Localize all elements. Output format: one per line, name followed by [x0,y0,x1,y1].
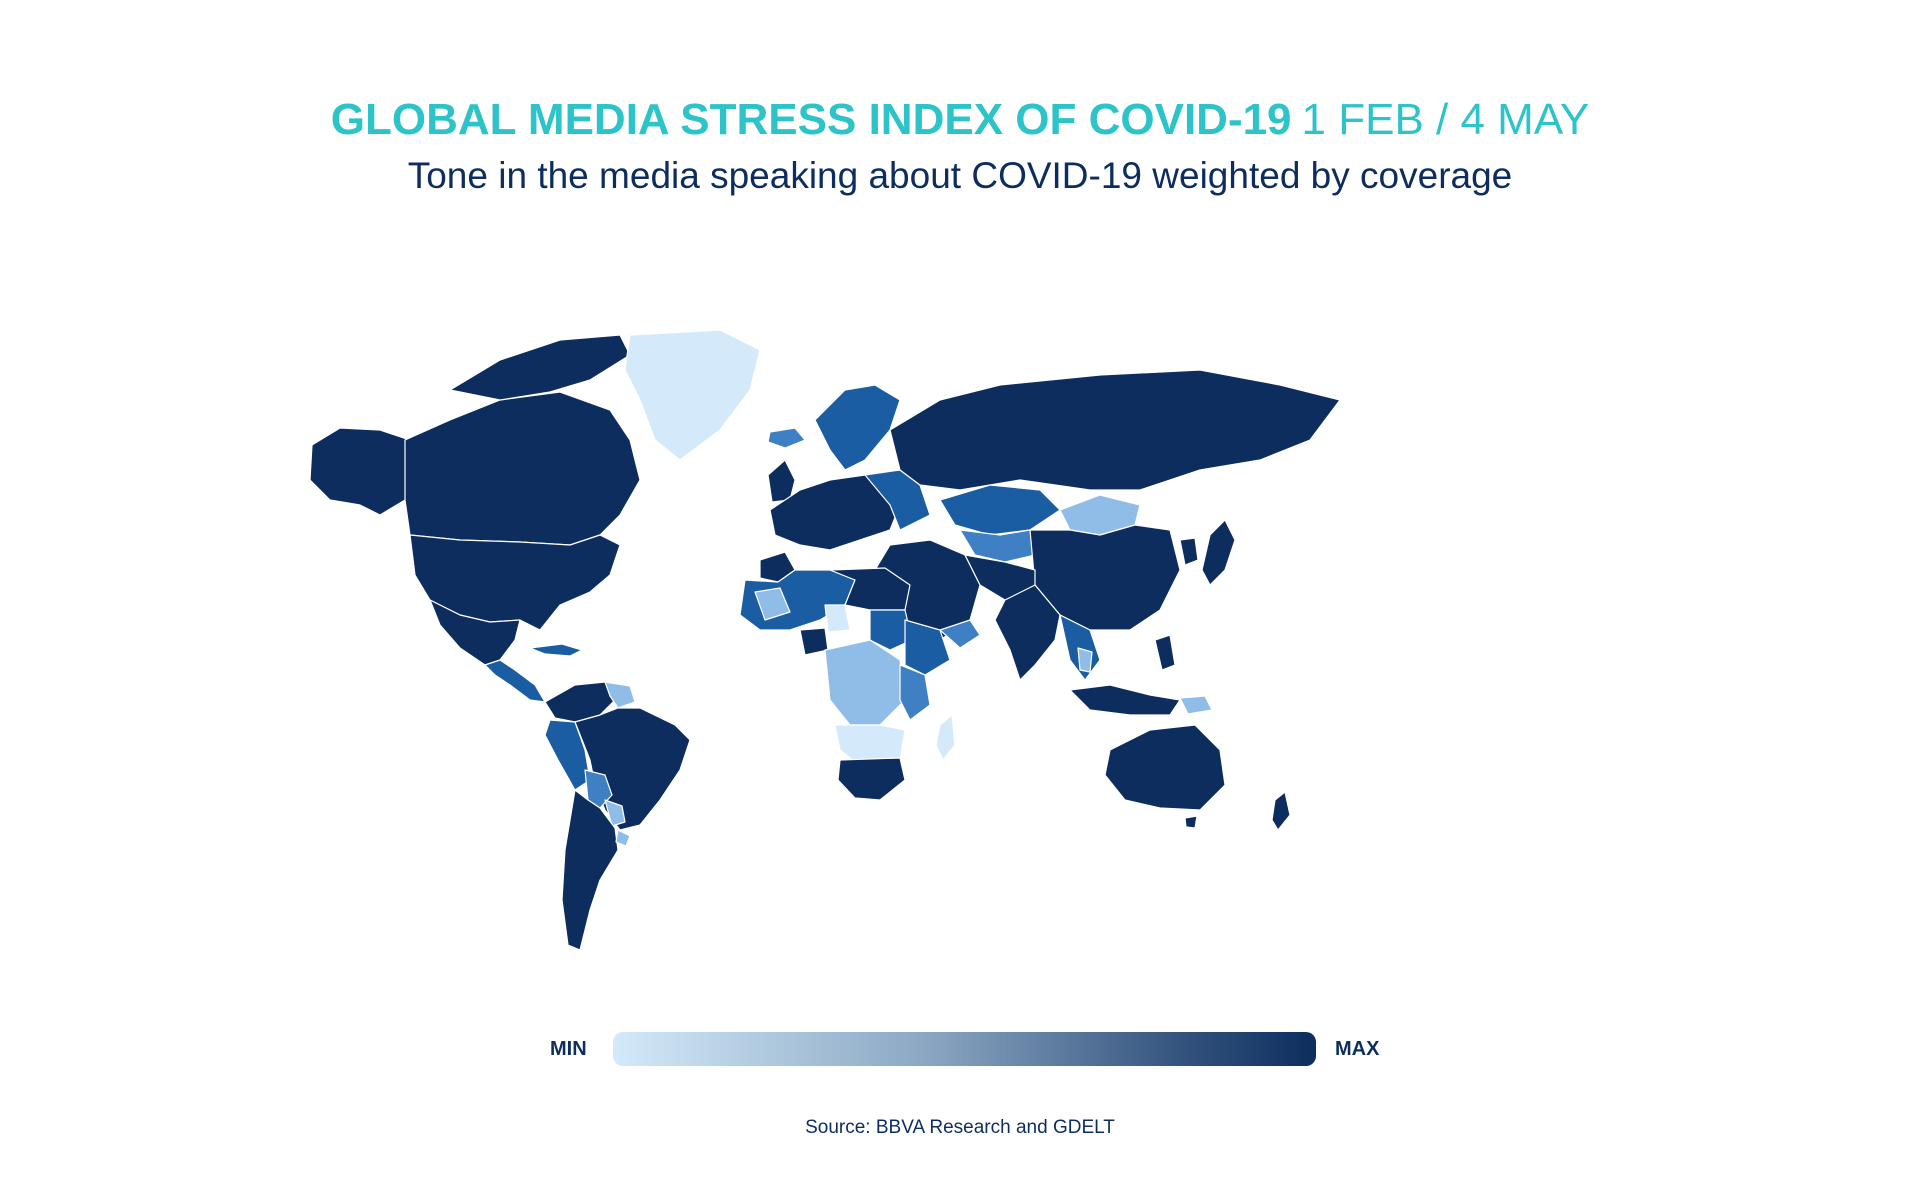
region-argentina-chile [561,789,619,951]
region-indonesia [1069,684,1181,716]
region-sudan [869,609,913,651]
region-madagascar [935,714,956,761]
region-thailand [1077,647,1093,673]
region-canadian-arctic-islands [449,334,631,401]
region-nigeria [799,627,829,656]
region-central-america [484,659,546,703]
map-subtitle: Tone in the media speaking about COVID-1… [407,155,1513,196]
source-note: Source: BBVA Research and GDELT [805,1117,1115,1138]
title-date-range: 1 FEB / 4 MAY [1301,95,1590,144]
region-new-zealand [1271,791,1291,831]
region-russia [889,369,1341,491]
region-east-africa [899,664,931,721]
region-paraguay [604,799,626,827]
region-arabian-coast [939,619,981,649]
legend-color-scale [613,1032,1316,1066]
region-papua [1179,695,1213,715]
region-caribbean [529,643,583,657]
legend-min-label: MIN [550,1038,587,1060]
region-india [994,584,1061,681]
region-iceland [767,427,806,449]
region-tasmania [1184,815,1198,829]
legend-max-label: MAX [1335,1038,1380,1060]
region-mali [754,587,791,621]
region-japan [1201,519,1236,586]
region-colombia-venezuela [544,681,621,723]
region-greenland [624,330,761,461]
region-kazakhstan [939,484,1061,536]
region-uk-ireland [767,459,796,503]
world-map-svg [309,330,1341,951]
region-australia [1104,724,1226,811]
region-central-africa [824,639,906,726]
region-canada [404,391,641,546]
region-southern-africa [837,757,906,801]
region-korea [1179,537,1199,566]
region-mexico [429,599,521,666]
map-title: GLOBAL MEDIA STRESS INDEX OF COVID-19 1 F… [0,92,1920,148]
region-alaska [309,427,411,516]
region-scandinavia [814,384,901,471]
world-map [300,330,1600,970]
title-main: GLOBAL MEDIA STRESS INDEX OF COVID-19 [330,95,1292,144]
region-horn-of-africa [904,619,951,676]
region-uruguay [615,829,631,847]
region-chad-niger [824,604,851,633]
region-guyana [604,681,636,709]
region-philippines [1154,634,1176,671]
